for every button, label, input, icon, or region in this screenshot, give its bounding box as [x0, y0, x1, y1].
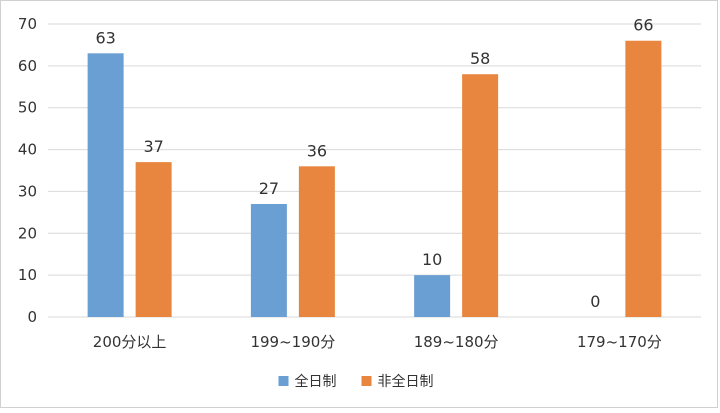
- bar: [414, 275, 451, 317]
- data-label: 10: [422, 250, 442, 269]
- y-tick-label: 40: [18, 141, 37, 159]
- bar: [625, 40, 662, 317]
- legend-label: 全日制: [295, 373, 337, 390]
- data-label: 27: [259, 179, 279, 198]
- bar: [462, 74, 499, 317]
- legend-swatch: [278, 376, 289, 386]
- bar: [87, 53, 124, 318]
- data-label: 63: [95, 28, 115, 47]
- legend-label: 非全日制: [378, 373, 434, 390]
- bar: [135, 162, 172, 317]
- y-tick-label: 60: [18, 57, 37, 75]
- data-label: 66: [633, 16, 653, 35]
- bar: [250, 203, 287, 317]
- data-label: 0: [590, 292, 600, 311]
- x-tick-label: 189~180分: [414, 333, 499, 351]
- bars: [87, 40, 662, 318]
- legend: 全日制 非全日制: [278, 373, 434, 390]
- y-tick-label: 10: [18, 266, 37, 284]
- y-axis-ticks: 0 10 20 30 40 50 60 70: [18, 15, 37, 326]
- y-tick-label: 20: [18, 224, 37, 242]
- y-tick-label: 50: [18, 99, 37, 117]
- data-label: 37: [143, 137, 163, 156]
- x-tick-label: 179~170分: [577, 333, 662, 351]
- bar: [298, 166, 335, 317]
- x-tick-label: 200分以上: [93, 333, 167, 351]
- data-label: 36: [307, 141, 327, 160]
- legend-swatch: [361, 376, 372, 386]
- data-labels: 63 37 27 36 10 58 0 66: [95, 16, 653, 311]
- x-tick-label: 199~190分: [250, 333, 335, 351]
- data-label: 58: [470, 49, 490, 68]
- x-axis-ticks: 200分以上 199~190分 189~180分 179~170分: [93, 333, 662, 351]
- y-tick-label: 30: [18, 182, 37, 200]
- y-tick-label: 70: [18, 15, 37, 33]
- y-tick-label: 0: [27, 308, 37, 326]
